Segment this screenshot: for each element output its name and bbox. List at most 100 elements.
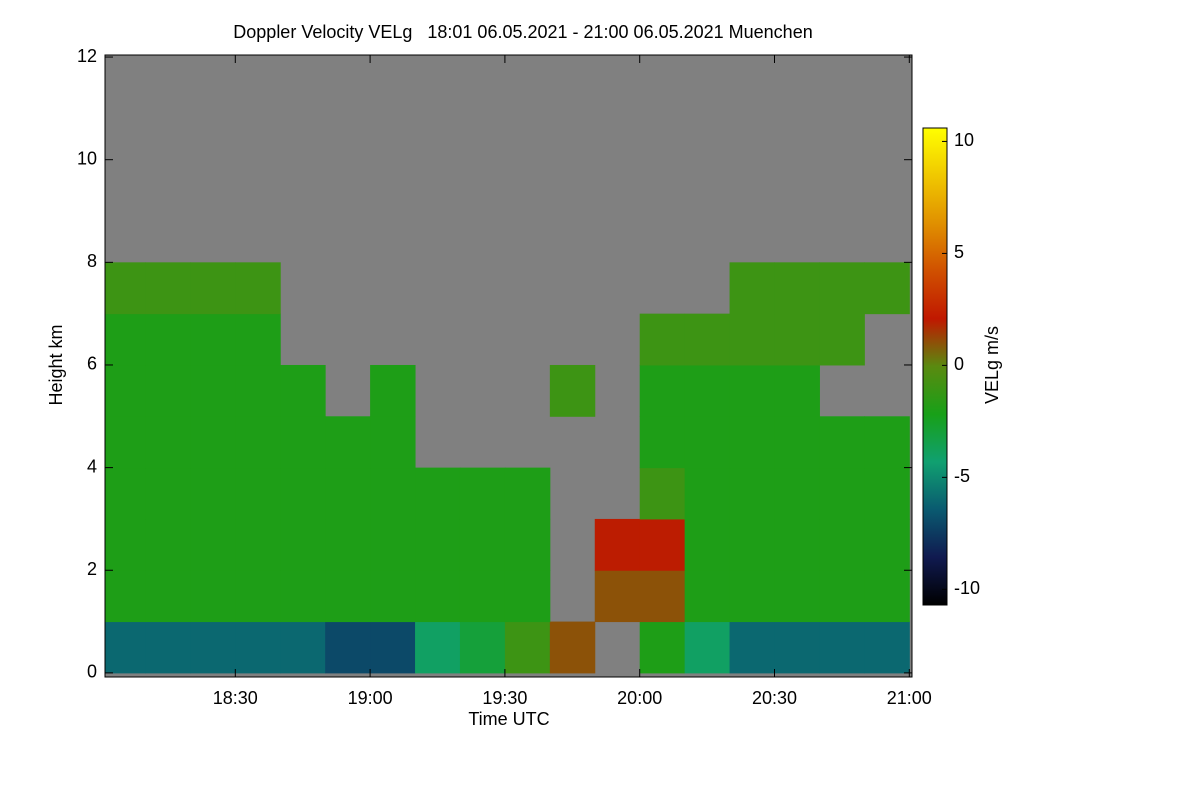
heatmap-cell	[684, 518, 731, 571]
heatmap-cell	[774, 313, 820, 366]
heatmap-cell	[190, 621, 236, 674]
heatmap-cell	[370, 518, 416, 571]
heatmap-cell	[594, 570, 641, 623]
heatmap-cell	[105, 518, 146, 571]
heatmap-cell	[819, 518, 865, 571]
heatmap-cell	[145, 518, 191, 571]
heatmap-cell	[549, 364, 596, 417]
heatmap-cell	[190, 416, 236, 469]
heatmap-cell	[325, 621, 371, 674]
heatmap-cell	[819, 467, 865, 520]
heatmap-cell	[774, 621, 820, 674]
y-tick-label: 8	[87, 251, 97, 271]
colorbar	[922, 127, 948, 606]
heatmap-cell	[370, 467, 416, 520]
heatmap-cell	[684, 416, 731, 469]
heatmap-cell	[684, 621, 731, 674]
colorbar-tick-label: 0	[954, 354, 964, 374]
heatmap-cell	[105, 570, 146, 623]
heatmap-cell	[235, 313, 281, 366]
heatmap-cell	[280, 416, 326, 469]
heatmap-cell	[370, 416, 416, 469]
heatmap-cell	[370, 621, 416, 674]
heatmap-cell	[819, 621, 865, 674]
heatmap-cell	[105, 416, 146, 469]
colorbar-tick-label: -10	[954, 578, 980, 598]
heatmap-cell	[639, 518, 686, 571]
heatmap-cell	[639, 621, 686, 674]
x-axis-label: Time UTC	[468, 709, 549, 729]
heatmap-cell	[684, 570, 731, 623]
heatmap-cell	[235, 416, 281, 469]
heatmap-cell	[415, 621, 461, 674]
heatmap-cell	[774, 262, 820, 315]
heatmap-cell	[370, 364, 416, 417]
heatmap-cell	[459, 621, 506, 674]
colorbar-tick-label: 5	[954, 242, 964, 262]
heatmap-cell	[105, 262, 146, 315]
heatmap-cell	[729, 313, 776, 366]
heatmap-cell	[325, 467, 371, 520]
heatmap-cell	[729, 262, 776, 315]
heatmap-cell	[729, 518, 776, 571]
heatmap-cell	[864, 262, 910, 315]
heatmap-cell	[235, 262, 281, 315]
heatmap-cell	[864, 518, 910, 571]
heatmap-cell	[325, 416, 371, 469]
heatmap-cell	[684, 364, 731, 417]
heatmap-cell	[235, 518, 281, 571]
heatmap-cell	[819, 416, 865, 469]
heatmap-cell	[235, 621, 281, 674]
heatmap-cell	[190, 313, 236, 366]
heatmap-cell	[774, 416, 820, 469]
heatmap-cell	[684, 313, 731, 366]
heatmap-cell	[105, 467, 146, 520]
heatmap-cell	[864, 621, 910, 674]
heatmap-cell	[639, 467, 686, 520]
heatmap-cell	[549, 621, 596, 674]
heatmap-cell	[639, 313, 686, 366]
heatmap-cell	[504, 518, 551, 571]
heatmap-cell	[504, 467, 551, 520]
heatmap-cell	[729, 364, 776, 417]
heatmap-cell	[145, 364, 191, 417]
heatmap-cell	[774, 518, 820, 571]
heatmap-cell	[729, 416, 776, 469]
heatmap-cell	[415, 518, 461, 571]
heatmap-cell	[145, 416, 191, 469]
heatmap-cell	[145, 570, 191, 623]
heatmap-cell	[774, 364, 820, 417]
heatmap-cell	[459, 570, 506, 623]
x-tick-label: 21:00	[887, 688, 932, 708]
heatmap-cell	[105, 364, 146, 417]
heatmap-cell	[190, 467, 236, 520]
heatmap-cell	[190, 518, 236, 571]
heatmap-cell	[370, 570, 416, 623]
heatmap-cell	[105, 621, 146, 674]
heatmap-cell	[864, 467, 910, 520]
heatmap-cell	[774, 570, 820, 623]
heatmap-cell	[145, 262, 191, 315]
heatmap-cell	[105, 313, 146, 366]
heatmap-cell	[190, 570, 236, 623]
plot-frame	[104, 54, 913, 678]
y-tick-label: 10	[77, 148, 97, 168]
heatmap-cell	[190, 262, 236, 315]
y-tick-label: 2	[87, 559, 97, 579]
heatmap-cell	[325, 518, 371, 571]
heatmap-cell	[594, 518, 641, 571]
heatmap-cell	[864, 416, 910, 469]
heatmap-cell	[504, 621, 551, 674]
heatmap-cell	[684, 467, 731, 520]
heatmap-cell	[235, 467, 281, 520]
heatmap-cell	[235, 364, 281, 417]
heatmap-cell	[819, 262, 865, 315]
x-tick-label: 20:00	[617, 688, 662, 708]
heatmap-cell	[145, 313, 191, 366]
heatmap-cell	[459, 467, 506, 520]
heatmap-cell	[729, 570, 776, 623]
y-tick-label: 6	[87, 354, 97, 374]
heatmap-cell	[729, 621, 776, 674]
x-tick-label: 19:30	[482, 688, 527, 708]
